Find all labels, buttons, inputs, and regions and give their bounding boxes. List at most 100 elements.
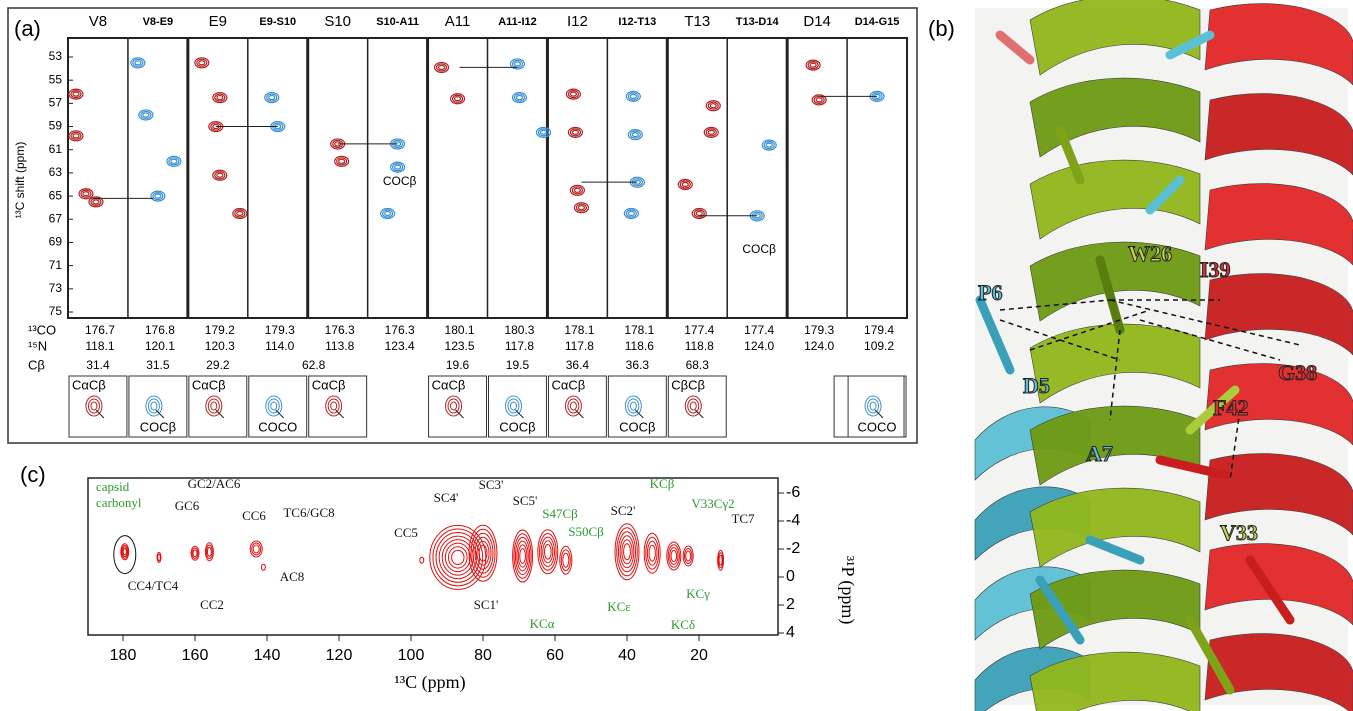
inset-pointer bbox=[336, 410, 344, 418]
inset-contour bbox=[268, 399, 279, 413]
spectrum-contour bbox=[193, 550, 197, 557]
contour bbox=[682, 183, 688, 187]
inset-contour bbox=[690, 402, 696, 410]
inset-label: COCβ bbox=[499, 419, 535, 434]
contour bbox=[540, 130, 546, 134]
contour bbox=[455, 97, 461, 101]
inset-contour bbox=[448, 399, 459, 413]
strip-header: S10-A11 bbox=[376, 16, 419, 28]
inset-pointer bbox=[216, 410, 224, 418]
contour bbox=[385, 211, 391, 215]
inset-contour bbox=[88, 399, 99, 413]
co-value: 177.4 bbox=[684, 323, 714, 337]
n-value: 118.6 bbox=[625, 339, 654, 353]
inset-label: CαCβ bbox=[72, 377, 106, 392]
n-value: 123.5 bbox=[445, 339, 475, 353]
n-value: 118.1 bbox=[85, 339, 114, 353]
contour bbox=[630, 94, 636, 98]
inset-contour bbox=[688, 399, 699, 413]
residue-label: W26 bbox=[1128, 241, 1172, 266]
x-axis-label: ¹³C (ppm) bbox=[394, 672, 465, 693]
strip-header: T13-D14 bbox=[736, 16, 780, 28]
inset-label: CαCβ bbox=[551, 377, 585, 392]
y-tick-label: -2 bbox=[786, 540, 800, 557]
spectrum-contour bbox=[624, 544, 631, 560]
inset-label: COCβ bbox=[140, 419, 176, 434]
residue-label: I39 bbox=[1200, 257, 1231, 282]
contour bbox=[708, 130, 714, 134]
contour bbox=[269, 96, 275, 100]
contour bbox=[135, 61, 141, 65]
y-tick-label: 65 bbox=[49, 188, 63, 202]
inset-label: CαCβ bbox=[312, 377, 346, 392]
peak-annotation: GC2/AC6 bbox=[188, 476, 241, 491]
inset-label: COCO bbox=[858, 419, 897, 434]
contour bbox=[155, 194, 161, 198]
n-value: 124.0 bbox=[744, 339, 774, 353]
co-value: 176.3 bbox=[385, 323, 415, 337]
contour bbox=[810, 63, 816, 67]
spectrum-contour bbox=[644, 533, 660, 573]
peak-annotation: SC2' bbox=[611, 503, 636, 518]
row-label: Cβ bbox=[28, 357, 45, 372]
contour bbox=[395, 165, 401, 169]
inset-pointer bbox=[456, 410, 464, 418]
spectrum-contour bbox=[686, 551, 691, 561]
inset-pointer bbox=[96, 410, 104, 418]
n-value: 114.0 bbox=[265, 339, 294, 353]
contour bbox=[217, 173, 223, 177]
contour bbox=[632, 133, 638, 137]
spectrum-contour bbox=[539, 533, 556, 570]
strip-header: A11-I12 bbox=[498, 16, 537, 28]
contour bbox=[199, 61, 205, 65]
cb-value: 62.8 bbox=[302, 358, 326, 372]
cb-value: 68.3 bbox=[686, 358, 710, 372]
co-value: 178.1 bbox=[564, 323, 594, 337]
contour bbox=[439, 65, 445, 69]
cb-value: 36.4 bbox=[566, 358, 590, 372]
spectrum-contour bbox=[420, 557, 424, 563]
inset-contour bbox=[328, 399, 339, 413]
contour bbox=[628, 211, 634, 215]
spectrum-contour bbox=[207, 547, 211, 556]
inset-contour bbox=[508, 399, 519, 413]
row-label: ¹³CO bbox=[28, 322, 56, 337]
cb-value: 31.4 bbox=[86, 358, 110, 372]
y-tick-label: 2 bbox=[786, 596, 795, 613]
spectrum-contour bbox=[261, 564, 265, 570]
cb-value: 29.2 bbox=[206, 358, 230, 372]
peak-annotation: SC3' bbox=[479, 477, 504, 492]
inset-contour bbox=[91, 402, 97, 410]
residue-label: P6 bbox=[978, 280, 1002, 305]
inset-label: COCβ bbox=[619, 419, 655, 434]
contour bbox=[217, 96, 223, 100]
inset-contour bbox=[870, 402, 876, 410]
peak-annotation: KCα bbox=[530, 616, 555, 631]
co-value: 179.4 bbox=[864, 323, 894, 337]
y-tick-label: 59 bbox=[49, 119, 63, 133]
peak-annotation: SC5' bbox=[513, 493, 538, 508]
co-value: 176.8 bbox=[145, 323, 175, 337]
x-tick-label: 60 bbox=[546, 647, 564, 664]
spectrum-contour bbox=[158, 554, 161, 561]
inset-contour bbox=[628, 399, 639, 413]
residue-label: D5 bbox=[1023, 373, 1050, 398]
x-tick-label: 80 bbox=[474, 647, 492, 664]
strip-header: D14 bbox=[803, 13, 831, 30]
cb-value: 36.3 bbox=[626, 358, 650, 372]
y-tick-label: -4 bbox=[786, 512, 800, 529]
contour bbox=[237, 211, 243, 215]
y-tick-label: 0 bbox=[786, 568, 795, 585]
co-value: 180.1 bbox=[445, 323, 475, 337]
strip-header: E9 bbox=[209, 13, 227, 30]
inset-pointer bbox=[515, 410, 523, 418]
n-value: 109.2 bbox=[864, 339, 894, 353]
contour bbox=[83, 192, 89, 196]
panel-label: (c) bbox=[20, 462, 46, 487]
spectrum-contour bbox=[520, 549, 526, 564]
y-tick-label: -6 bbox=[786, 484, 800, 501]
y-tick-label: 61 bbox=[49, 142, 63, 156]
n-value: 123.4 bbox=[385, 339, 415, 353]
spectrum-contour bbox=[452, 550, 464, 564]
contour bbox=[578, 206, 584, 210]
